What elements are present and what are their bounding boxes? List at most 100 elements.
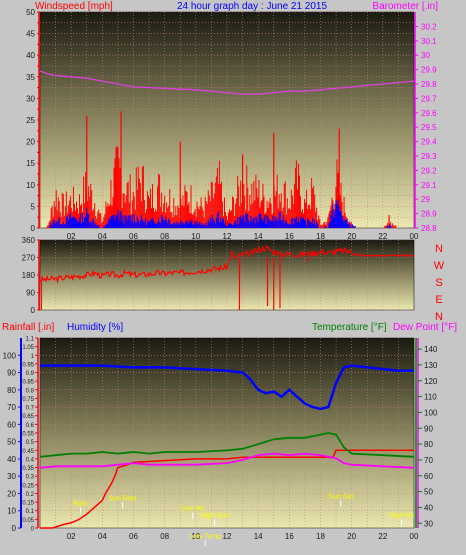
barometer-y-ticks: 28.8 28.9 29 29.1 29.2 29.3 29.4 29.5 29.6 29.7 29… — [414, 12, 437, 233]
x-tick-label: 16 — [285, 232, 294, 241]
y-tick-label: 0.85 — [22, 380, 34, 386]
y-tick-label: 45 — [26, 30, 35, 39]
y-tick-label: 20 — [26, 138, 35, 147]
x-tick-label: 20 — [347, 232, 356, 241]
annotation-label: Low Hu — [181, 506, 205, 513]
x-tick-label: 08 — [160, 232, 169, 241]
y-tick-label: 0.7 — [26, 406, 35, 412]
x-tick-label: 02 — [67, 232, 76, 241]
temperature-series — [39, 364, 415, 529]
annotation-label: High Sun — [200, 513, 229, 520]
y-tick-label: 15 — [26, 159, 35, 168]
y-tick-label: 100 — [424, 408, 438, 417]
y-tick-label: 60 — [424, 472, 433, 481]
y-tick-label: 0.4 — [26, 457, 35, 463]
compass-label: N — [435, 243, 443, 255]
dewpoint-axis-label: Dew Point [°F] — [393, 322, 457, 333]
annotation-label: Sun Set — [328, 494, 353, 501]
y-tick-label: 29.9 — [421, 66, 437, 75]
series-line-dew-point — [39, 452, 415, 469]
y-tick-label: 180 — [22, 271, 36, 280]
y-tick-label: 50 — [26, 8, 35, 17]
y-tick-label: 29.3 — [421, 152, 437, 161]
temperature-y-ticks: 30 40 50 60 70 80 90 100 110 120 130 140 — [415, 338, 438, 528]
y-tick-label: 0.35 — [22, 466, 34, 472]
compass-label: W — [434, 260, 445, 272]
barometer-axis-label: Barometer [.in] — [372, 1, 438, 12]
y-tick-label: 1.05 — [22, 345, 34, 351]
y-tick-label: 30.1 — [421, 37, 437, 46]
x-tick-label: 18 — [316, 532, 325, 541]
annotation-label: Rain — [73, 501, 88, 508]
direction-series — [39, 245, 414, 310]
y-tick-label: 35 — [26, 73, 35, 82]
y-tick-label: 70 — [7, 403, 16, 412]
y-tick-label: 29.1 — [421, 181, 437, 190]
y-tick-label: 60 — [7, 420, 16, 429]
y-tick-label: 29.6 — [421, 109, 437, 118]
temperature-x-ticks: 02 04 06 08 10 12 14 16 18 20 22 00 — [67, 532, 419, 541]
y-tick-label: 90 — [424, 424, 433, 433]
y-tick-label: 29.7 — [421, 94, 437, 103]
wind-axis-label: Windspeed [mph] — [35, 1, 113, 12]
y-tick-label: 28.9 — [421, 210, 437, 219]
y-tick-label: 10 — [7, 507, 16, 516]
wind-x-ticks: 02 04 06 08 10 12 14 16 18 20 22 00 — [67, 232, 419, 241]
x-tick-label: 12 — [223, 232, 232, 241]
x-tick-label: 00 — [410, 532, 419, 541]
y-tick-label: 140 — [424, 345, 438, 354]
y-tick-label: 0.9 — [26, 371, 35, 377]
y-tick-label: 40 — [7, 455, 16, 464]
annotation-label: Sun Rise — [108, 495, 137, 502]
y-tick-label: 0.75 — [22, 397, 34, 403]
direction-y-ticks: 0 90 180 270 360 — [22, 236, 40, 315]
y-tick-label: 70 — [424, 456, 433, 465]
y-tick-label: 50 — [424, 488, 433, 497]
direction-grid — [40, 239, 414, 311]
y-tick-label: 40 — [26, 51, 35, 60]
temperature-axis-label: Temperature [°F] — [312, 322, 387, 333]
x-tick-label: 10 — [191, 532, 200, 541]
barometer-line — [39, 70, 415, 95]
x-tick-label: 22 — [378, 232, 387, 241]
y-tick-label: 25 — [26, 116, 35, 125]
y-tick-label: 80 — [424, 440, 433, 449]
y-tick-label: 1.1 — [26, 337, 35, 343]
y-tick-label: 29.2 — [421, 166, 437, 175]
graph-title: 24 hour graph day : June 21 2015 — [177, 1, 328, 12]
y-tick-label: 130 — [424, 361, 438, 370]
y-tick-label: 30 — [26, 94, 35, 103]
y-tick-label: 30 — [7, 472, 16, 481]
y-tick-label: 29.5 — [421, 123, 437, 132]
y-tick-label: 0 — [12, 524, 17, 533]
compass-label: E — [435, 294, 442, 306]
compass-label: N — [435, 311, 443, 323]
y-tick-label: 360 — [22, 236, 36, 245]
y-tick-label: 50 — [7, 438, 16, 447]
y-tick-label: 90 — [26, 289, 35, 298]
x-tick-label: 16 — [285, 532, 294, 541]
y-tick-label: 0.15 — [22, 501, 34, 507]
y-tick-label: 0.1 — [26, 509, 35, 515]
y-tick-label: 0.3 — [26, 475, 35, 481]
y-tick-label: 28.8 — [421, 224, 437, 233]
y-tick-label: 10 — [26, 181, 35, 190]
y-tick-label: 30.2 — [421, 22, 437, 31]
x-tick-label: 04 — [98, 532, 107, 541]
y-tick-label: 80 — [7, 386, 16, 395]
rainfall-y-ticks: 0 0.05 0.1 0.15 0.2 0.25 0.3 0.35 0.4 0.45 0.5 0.55… — [22, 337, 39, 533]
series-line-humidity — [40, 364, 414, 411]
y-tick-label: 0.8 — [26, 388, 35, 394]
x-tick-label: 22 — [378, 532, 387, 541]
y-tick-label: 0.5 — [26, 440, 35, 446]
y-tick-label: 110 — [424, 393, 437, 402]
y-tick-label: 40 — [424, 503, 433, 512]
x-tick-label: 14 — [254, 532, 263, 541]
y-tick-label: 0.6 — [26, 423, 35, 429]
x-tick-label: 00 — [410, 232, 419, 241]
x-tick-label: 02 — [67, 532, 76, 541]
y-tick-label: 20 — [7, 489, 16, 498]
y-tick-label: 30 — [424, 519, 433, 528]
